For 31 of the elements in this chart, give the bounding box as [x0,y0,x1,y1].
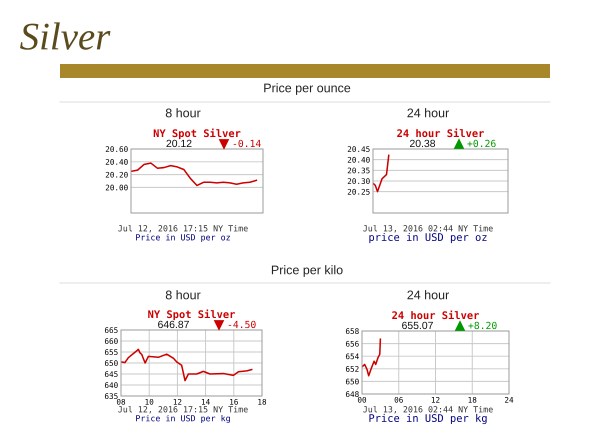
text: Price in USD per kg [369,414,487,424]
text: Price per ounce [264,83,350,95]
text: -4.50 [228,320,256,328]
chart-title: 24 hour Silver [397,128,484,138]
text: 8 hour [166,290,201,300]
text: +8.20 [468,322,497,330]
chart-subtitle: 20.12 [166,140,192,148]
chart-title: NY Spot Silver [154,128,240,140]
chart-title: 24 hour Silver [392,310,479,320]
text: Price in USD per kg [136,414,230,424]
text: 24 hour [407,108,449,118]
text: +0.26 [467,140,496,148]
text: 24 hour [407,290,449,300]
text: Jul 13, 2016 02:44 NY Time [363,406,493,414]
line-series [131,162,258,186]
text: Jul 12, 2016 17:15 NY Time [118,406,248,414]
line-series [121,348,252,382]
text: -0.14 [234,140,261,148]
line-series [362,338,382,376]
text: Jul 13, 2016 02:44 NY Time [363,224,493,232]
chart-title: NY Spot Silver [148,310,235,320]
text: 8 hour [166,108,201,118]
text: Jul 12, 2016 17:15 NY Time [118,224,248,232]
text: Price in USD per oz [136,234,230,242]
text: price in USD per oz [369,232,487,244]
chart-subtitle: 20.38 [410,140,436,148]
text: Silver [20,22,110,50]
line-series [373,154,390,192]
text: Price per kilo [272,265,343,277]
chart-subtitle: 646.87 [158,320,189,328]
chart-subtitle: 655.07 [402,322,433,330]
